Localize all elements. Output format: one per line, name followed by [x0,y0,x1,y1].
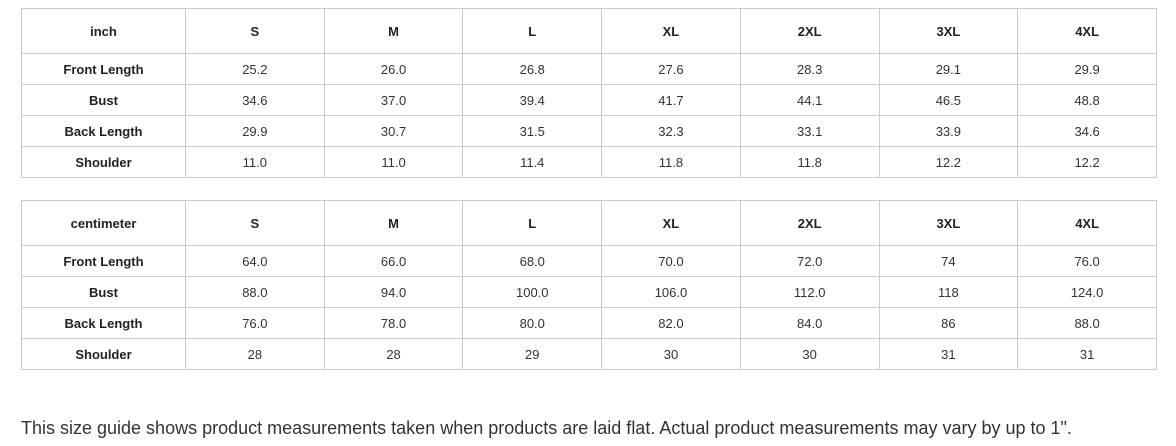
measurement-cell: 11.0 [323,146,464,178]
row-label: Shoulder [21,146,186,178]
measurement-cell: 28.3 [739,53,880,85]
measurement-cell: 33.1 [739,115,880,147]
size-header: 3XL [878,8,1019,54]
measurement-cell: 41.7 [601,84,741,116]
measurement-cell: 34.6 [1017,115,1157,147]
row-label: Bust [21,84,186,116]
unit-header: inch [21,8,186,54]
measurement-cell: 82.0 [601,307,741,339]
row-label: Shoulder [21,338,186,370]
measurement-cell: 74 [878,245,1019,277]
measurement-cell: 44.1 [739,84,880,116]
measurement-cell: 37.0 [323,84,464,116]
measurement-cell: 11.8 [739,146,880,178]
table-row: Front Length 64.0 66.0 68.0 70.0 72.0 74 76.0 [21,245,1157,277]
measurement-cell: 26.8 [462,53,603,85]
measurement-cell: 94.0 [323,276,464,308]
table-row: Front Length 25.2 26.0 26.8 27.6 28.3 29.1 29.9 [21,53,1157,85]
row-label: Back Length [21,307,186,339]
measurement-cell: 31 [1017,338,1157,370]
size-header: 2XL [739,8,880,54]
measurement-cell: 11.8 [601,146,741,178]
table-row: Bust 88.0 94.0 100.0 106.0 112.0 118 124.0 [21,276,1157,308]
measurement-cell: 28 [185,338,325,370]
size-header: 4XL [1017,200,1157,246]
size-table-inch: inch S M L XL 2XL 3XL 4XL Front Length 25.2 26.0 26… [21,8,1157,178]
table-row: Back Length 76.0 78.0 80.0 82.0 84.0 86 88.0 [21,307,1157,339]
size-header: 3XL [878,200,1019,246]
measurement-cell: 78.0 [323,307,464,339]
measurement-cell: 106.0 [601,276,741,308]
measurement-cell: 88.0 [185,276,325,308]
row-label: Bust [21,276,186,308]
measurement-cell: 124.0 [1017,276,1157,308]
measurement-cell: 118 [878,276,1019,308]
measurement-cell: 76.0 [185,307,325,339]
measurement-cell: 72.0 [739,245,880,277]
size-header: XL [601,8,741,54]
size-header: S [185,200,325,246]
header-row: inch S M L XL 2XL 3XL 4XL [21,8,1157,54]
measurement-cell: 29 [462,338,603,370]
size-header: XL [601,200,741,246]
measurement-cell: 68.0 [462,245,603,277]
measurement-cell: 66.0 [323,245,464,277]
measurement-cell: 39.4 [462,84,603,116]
measurement-cell: 12.2 [1017,146,1157,178]
measurement-cell: 70.0 [601,245,741,277]
measurement-cell: 28 [323,338,464,370]
size-header: L [462,8,603,54]
measurement-cell: 84.0 [739,307,880,339]
measurement-cell: 86 [878,307,1019,339]
size-header: S [185,8,325,54]
measurement-cell: 30 [739,338,880,370]
measurement-cell: 76.0 [1017,245,1157,277]
measurement-cell: 48.8 [1017,84,1157,116]
size-table-centimeter: centimeter S M L XL 2XL 3XL 4XL Front Length 64.0… [21,200,1157,370]
table-row: Back Length 29.9 30.7 31.5 32.3 33.1 33.9 34.6 [21,115,1157,147]
measurement-cell: 46.5 [878,84,1019,116]
size-header: 4XL [1017,8,1157,54]
row-label: Front Length [21,53,186,85]
measurement-cell: 31 [878,338,1019,370]
size-guide-note: This size guide shows product measuremen… [21,418,1072,438]
table-row: Shoulder 28 28 29 30 30 31 31 [21,338,1157,370]
measurement-cell: 29.1 [878,53,1019,85]
measurement-cell: 27.6 [601,53,741,85]
measurement-cell: 34.6 [185,84,325,116]
measurement-cell: 30.7 [323,115,464,147]
measurement-cell: 88.0 [1017,307,1157,339]
row-label: Back Length [21,115,186,147]
size-header: 2XL [739,200,880,246]
measurement-cell: 112.0 [739,276,880,308]
measurement-cell: 80.0 [462,307,603,339]
measurement-cell: 31.5 [462,115,603,147]
measurement-cell: 11.4 [462,146,603,178]
table-row: Shoulder 11.0 11.0 11.4 11.8 11.8 12.2 12.2 [21,146,1157,178]
measurement-cell: 25.2 [185,53,325,85]
measurement-cell: 64.0 [185,245,325,277]
measurement-cell: 100.0 [462,276,603,308]
measurement-cell: 33.9 [878,115,1019,147]
measurement-cell: 30 [601,338,741,370]
table-row: Bust 34.6 37.0 39.4 41.7 44.1 46.5 48.8 [21,84,1157,116]
unit-header: centimeter [21,200,186,246]
measurement-cell: 29.9 [185,115,325,147]
size-header: M [323,200,464,246]
measurement-cell: 29.9 [1017,53,1157,85]
size-header: M [323,8,464,54]
measurement-cell: 32.3 [601,115,741,147]
header-row: centimeter S M L XL 2XL 3XL 4XL [21,200,1157,246]
measurement-cell: 12.2 [878,146,1019,178]
size-header: L [462,200,603,246]
row-label: Front Length [21,245,186,277]
measurement-cell: 26.0 [323,53,464,85]
measurement-cell: 11.0 [185,146,325,178]
